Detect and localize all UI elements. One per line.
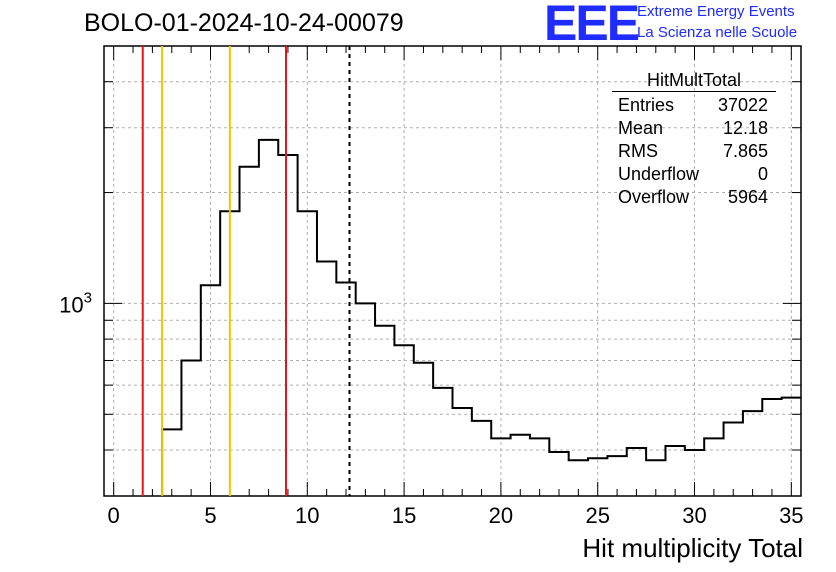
x-tick-label: 20 [489, 503, 513, 528]
logo-line-1: Extreme Energy Events [637, 3, 795, 20]
histogram-bin [453, 408, 472, 496]
eee-logo: EEE [544, 0, 640, 51]
histogram-bin [472, 421, 491, 496]
histogram-outline [161, 138, 801, 496]
stats-label: Overflow [618, 187, 690, 207]
histogram-bin [278, 155, 297, 496]
histogram-bin [665, 446, 684, 496]
histogram-bin [317, 261, 336, 496]
x-tick-label: 0 [108, 503, 120, 528]
x-tick-label: 15 [392, 503, 416, 528]
stats-row-mean: Mean 12.18 [612, 117, 776, 140]
stats-label: RMS [618, 141, 658, 161]
histogram-bin [375, 326, 394, 496]
histogram-bin [569, 460, 588, 496]
stats-label: Mean [618, 118, 664, 138]
histogram-bin [511, 435, 530, 496]
histogram-bin [240, 167, 259, 496]
tick-labels: 0 5 10 15 20 25 30 35 103 [59, 289, 803, 528]
histogram-bin [588, 458, 607, 496]
x-tick-label: 25 [585, 503, 609, 528]
histogram-bin [356, 303, 375, 496]
stats-value: 5964 [727, 187, 768, 207]
histogram-bin [298, 211, 317, 496]
stats-row-entries: Entries 37022 [612, 94, 776, 117]
histogram-bin [782, 398, 801, 496]
x-axis-label: Hit multiplicity Total [582, 533, 803, 563]
x-tick-label: 10 [295, 503, 319, 528]
stats-value: 12.18 [722, 118, 768, 138]
stats-value: 37022 [717, 95, 768, 115]
x-tick-label: 30 [682, 503, 706, 528]
axis-ticks [104, 45, 801, 497]
stats-label: Underflow [618, 164, 700, 184]
histogram-bin [201, 285, 220, 496]
histogram-bin [704, 438, 723, 496]
x-tick-label: 35 [779, 503, 803, 528]
histogram-bin [530, 438, 549, 496]
histogram-bin [394, 345, 413, 496]
stats-value: 7.865 [722, 141, 768, 161]
stats-box: HitMultTotal Entries 37022 Mean 12.18 RM… [612, 70, 776, 209]
histogram-bin [414, 363, 433, 496]
histogram-bin [259, 140, 278, 496]
stats-row-underflow: Underflow 0 [612, 163, 776, 186]
histogram-bin [724, 422, 743, 496]
histogram-bin [646, 460, 665, 496]
grid [104, 45, 801, 497]
stats-value: 0 [757, 164, 768, 184]
histogram-bin [627, 448, 646, 496]
histogram-bin [685, 450, 704, 496]
histogram-bin [181, 360, 200, 496]
stats-row-rms: RMS 7.865 [612, 140, 776, 163]
stats-label: Entries [618, 95, 675, 115]
histogram-bin [762, 399, 781, 496]
plot-frame [103, 45, 802, 497]
y-tick-label: 103 [59, 289, 92, 317]
histogram-bin [549, 452, 568, 496]
histogram [161, 138, 801, 496]
x-tick-label: 5 [204, 503, 216, 528]
chart-title: BOLO-01-2024-10-24-00079 [84, 9, 404, 37]
stats-row-overflow: Overflow 5964 [612, 186, 776, 209]
histogram-bin [336, 282, 355, 496]
histogram-bin [743, 411, 762, 496]
histogram-bin [607, 456, 626, 496]
stats-title: HitMultTotal [612, 70, 776, 92]
histogram-bin [162, 429, 181, 496]
histogram-bin [491, 438, 510, 496]
logo-line-2: La Scienza nelle Scuole [637, 24, 798, 41]
marker-lines [141, 46, 351, 496]
histogram-bin [433, 388, 452, 496]
